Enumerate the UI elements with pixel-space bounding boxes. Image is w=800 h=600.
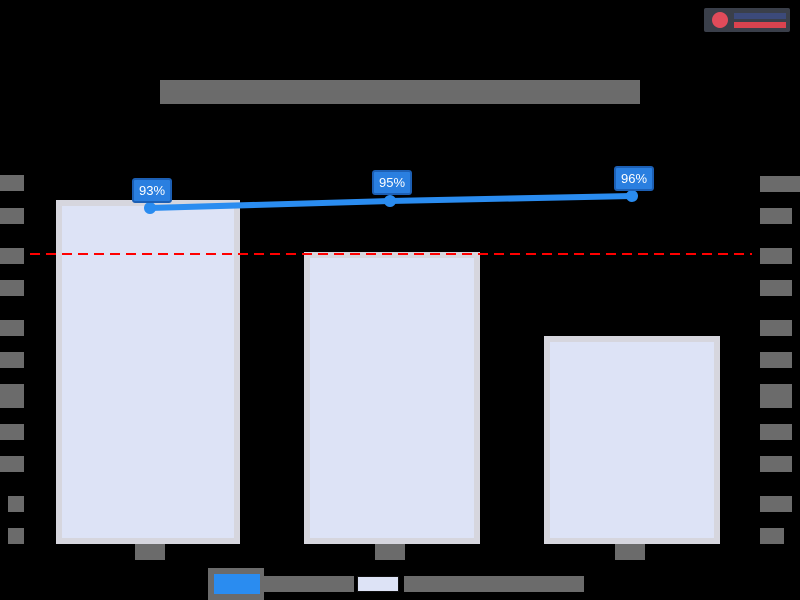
data-label-3: 96%	[614, 166, 655, 191]
logo-icon	[712, 12, 728, 28]
legend-swatch-bar	[357, 576, 399, 592]
data-label-2: 95%	[372, 170, 413, 195]
point-1	[144, 202, 156, 214]
bar-2[interactable]	[304, 252, 480, 544]
legend-label-bar	[404, 576, 584, 592]
legend-swatch-line	[214, 574, 260, 594]
point-3	[626, 190, 638, 202]
logo-text-top	[734, 13, 786, 19]
chart-title	[160, 80, 640, 104]
legend-label-line	[264, 576, 354, 592]
bar-1[interactable]	[56, 200, 240, 544]
brand-logo	[704, 8, 790, 32]
point-2	[384, 195, 396, 207]
logo-text-bottom	[734, 22, 786, 28]
data-label-1: 93%	[132, 178, 173, 203]
bar-3[interactable]	[544, 336, 720, 544]
